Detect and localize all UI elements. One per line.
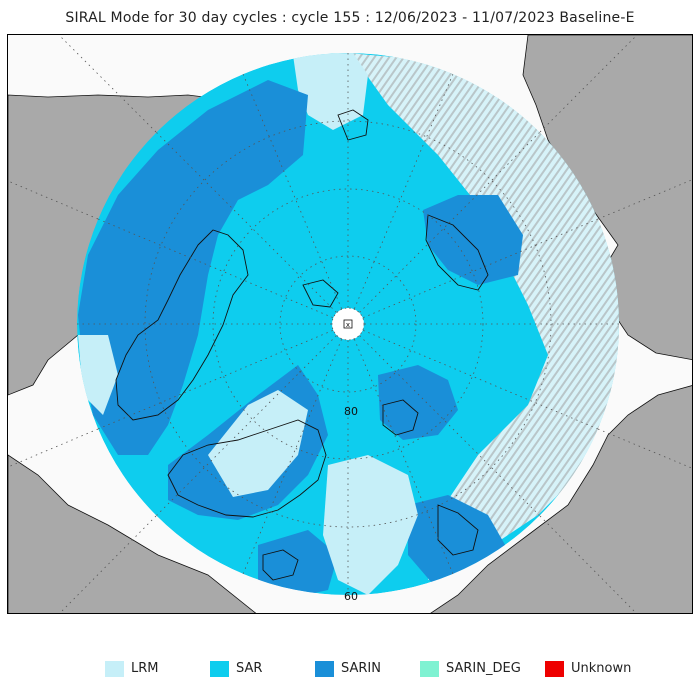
legend-label-unknown: Unknown — [571, 661, 632, 676]
legend-label-sarin-deg: SARIN_DEG — [446, 661, 521, 676]
graticule — [77, 53, 619, 595]
legend-swatch-sarin-deg — [420, 661, 439, 677]
pole-marker-box — [343, 319, 353, 329]
coverage-disk — [77, 53, 619, 595]
lat-label-60: 60 — [344, 590, 358, 603]
legend-label-sar: SAR — [236, 661, 263, 676]
pole-marker: x — [346, 321, 350, 329]
legend-swatch-lrm — [105, 661, 124, 677]
region-lrm-atlantic — [323, 455, 418, 595]
region-lrm-north — [293, 53, 368, 130]
legend-swatch-sarin — [315, 661, 334, 677]
land-canada-south — [8, 454, 257, 613]
region-lrm-outer — [348, 53, 619, 580]
graticule-outer — [8, 35, 692, 613]
chart-title: SIRAL Mode for 30 day cycles : cycle 155… — [65, 10, 635, 26]
legend-label-lrm: LRM — [131, 661, 159, 676]
lat-label-80: 80 — [344, 405, 358, 418]
map-canvas: x 80 60 — [8, 35, 692, 613]
legend-label-sarin: SARIN — [341, 661, 381, 676]
coastlines — [115, 109, 489, 581]
legend: LRM SAR SARIN SARIN_DEG Unknown — [0, 660, 700, 680]
legend-swatch-unknown — [545, 661, 564, 677]
region-sarin-east — [423, 195, 523, 285]
land-scandinavia — [430, 385, 692, 613]
legend-swatch-sar — [210, 661, 229, 677]
region-sarin-west — [78, 80, 308, 455]
region-sarin-svalbard — [378, 365, 458, 440]
pole-hole — [332, 308, 364, 340]
region-lrm-west-edge — [78, 335, 118, 415]
region-lrm-greenland — [208, 390, 308, 497]
region-sarin-baffin — [258, 530, 338, 595]
polar-map: x 80 60 — [7, 34, 693, 614]
